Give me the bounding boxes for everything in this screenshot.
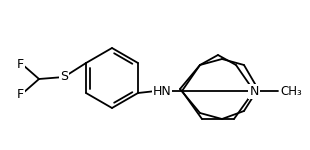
Text: N: N (249, 84, 259, 98)
Text: F: F (16, 57, 24, 70)
Text: CH₃: CH₃ (280, 84, 302, 98)
Text: S: S (60, 70, 68, 84)
Text: F: F (16, 87, 24, 100)
Text: HN: HN (153, 84, 171, 98)
